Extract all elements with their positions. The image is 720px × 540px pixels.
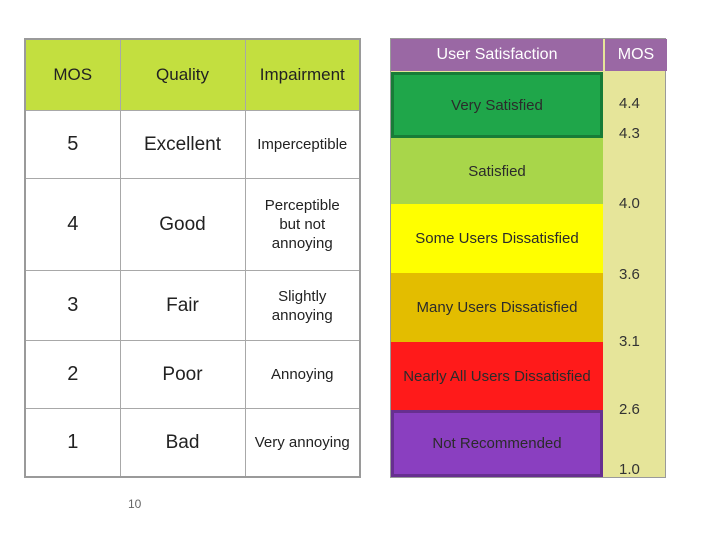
band-satisfied: Satisfied — [391, 138, 603, 204]
impairment-value: Perceptible but not annoying — [244, 178, 361, 272]
mos-tick: 2.6 — [619, 401, 640, 418]
mos-table-header-row: MOS Quality Impairment — [24, 38, 361, 111]
mos-value: 2 — [24, 340, 121, 410]
band-nearly-all-users-dissatisfied: Nearly All Users Dissatisfied — [391, 342, 603, 410]
impairment-value: Slightly annoying — [244, 270, 361, 342]
impairment-value: Very annoying — [244, 408, 361, 478]
impairment-value: Annoying — [244, 340, 361, 410]
scale-header-satisfaction: User Satisfaction — [391, 39, 603, 71]
mos-value: 1 — [24, 408, 121, 478]
quality-value: Good — [119, 178, 246, 272]
mos-quality-table: MOS Quality Impairment 5 Excellent Imper… — [24, 38, 361, 478]
header-mos: MOS — [24, 38, 121, 111]
table-row: 1 Bad Very annoying — [24, 408, 361, 478]
quality-value: Bad — [119, 408, 246, 478]
quality-value: Excellent — [119, 109, 246, 180]
table-row: 4 Good Perceptible but not annoying — [24, 178, 361, 272]
quality-value: Poor — [119, 340, 246, 410]
mos-value: 5 — [24, 109, 121, 180]
quality-value: Fair — [119, 270, 246, 342]
mos-tick: 4.4 — [619, 95, 640, 112]
table-row: 5 Excellent Imperceptible — [24, 109, 361, 180]
band-very-satisfied: Very Satisfied — [391, 72, 603, 138]
mos-value: 4 — [24, 178, 121, 272]
user-satisfaction-scale: User Satisfaction MOS Very Satisfied Sat… — [390, 38, 667, 478]
scale-header-mos: MOS — [605, 39, 667, 71]
mos-tick: 4.3 — [619, 125, 640, 142]
band-some-users-dissatisfied: Some Users Dissatisfied — [391, 204, 603, 273]
mos-tick: 4.0 — [619, 195, 640, 212]
impairment-value: Imperceptible — [244, 109, 361, 180]
mos-value: 3 — [24, 270, 121, 342]
page-number: 10 — [128, 497, 142, 511]
header-quality: Quality — [119, 38, 246, 111]
mos-tick: 3.1 — [619, 333, 640, 350]
table-row: 3 Fair Slightly annoying — [24, 270, 361, 342]
mos-tick: 3.6 — [619, 266, 640, 283]
table-row: 2 Poor Annoying — [24, 340, 361, 410]
header-impairment: Impairment — [244, 38, 361, 111]
band-not-recommended: Not Recommended — [391, 410, 603, 477]
mos-tick: 1.0 — [619, 461, 640, 478]
band-many-users-dissatisfied: Many Users Dissatisfied — [391, 273, 603, 342]
